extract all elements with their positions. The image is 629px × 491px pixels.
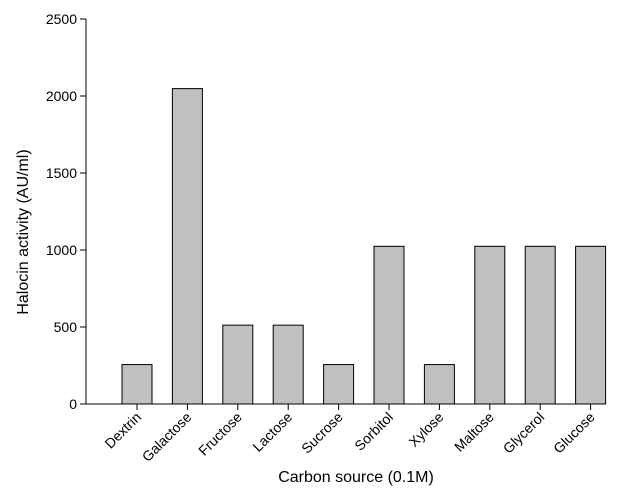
y-tick-label: 500 (54, 319, 78, 335)
bar-xylose (423, 364, 455, 405)
x-tick-label: Fructose (195, 409, 245, 459)
y-tick-label: 2500 (46, 11, 77, 27)
y-axis-title: Halocin activity (AU/ml) (15, 149, 32, 314)
bar-galactose (171, 88, 203, 405)
y-tick-label: 2000 (46, 88, 77, 104)
bar-sucrose (323, 364, 355, 405)
bar-lactose (272, 324, 304, 405)
bars (121, 88, 607, 405)
x-tick-label: Maltose (451, 409, 497, 455)
x-tick-label: Lactose (249, 409, 295, 455)
x-axis-title: Carbon source (0.1M) (278, 469, 434, 486)
y-tick-label: 0 (69, 396, 77, 412)
bar-glycerol (524, 245, 556, 405)
x-tick-label: Galactose (139, 409, 195, 465)
bar-fructose (222, 324, 254, 405)
y-tick-label: 1000 (46, 242, 77, 258)
bar-dextrin (121, 364, 153, 405)
x-tick-label: Sorbitol (351, 409, 396, 454)
y-axis: 0 500 1000 1500 2000 2500 (46, 11, 87, 412)
x-tick-label: Glycerol (500, 409, 548, 457)
bar-maltose (474, 245, 506, 405)
bar-sorbitol (373, 245, 405, 405)
x-tick-label: Sucrose (298, 409, 346, 457)
x-tick-label: Glucose (550, 409, 598, 457)
x-tick-label: Dextrin (101, 409, 144, 452)
y-tick-label: 1500 (46, 165, 77, 181)
x-tick-label: Xylose (405, 409, 446, 450)
bar-glucose (575, 245, 607, 405)
